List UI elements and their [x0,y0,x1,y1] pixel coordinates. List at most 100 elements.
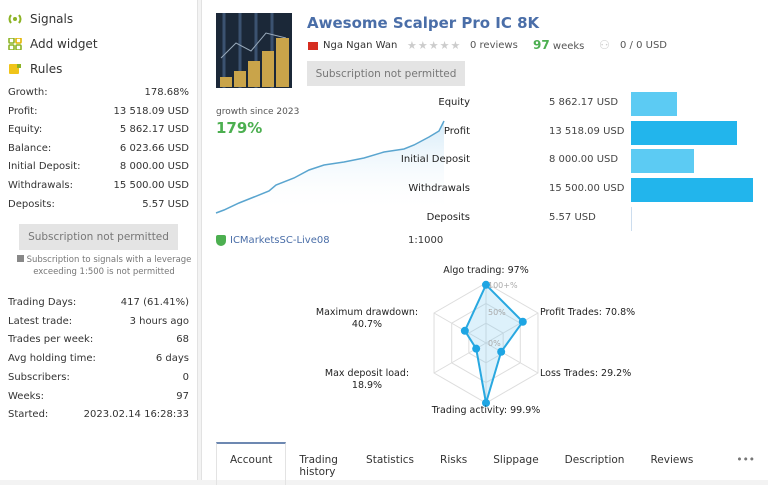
more-tabs-button[interactable]: ••• [736,454,755,466]
signal-title[interactable]: Awesome Scalper Pro IC 8K [307,14,540,32]
author[interactable]: Nga Ngan Wan [308,40,397,51]
server[interactable]: ICMarketsSC-Live08 [216,235,330,246]
growth-line [215,120,445,214]
stat-label: Deposits: [8,198,55,210]
stat-row: Equity: 5 862.17 USD [8,123,189,137]
bar [631,149,694,174]
radar-label-value: 40.7% [351,319,383,330]
stat-label: Weeks: [8,390,44,402]
bar-value: 5 862.17 USD [549,97,619,108]
growth-value: 179% [216,119,263,137]
growth-label: growth since 2023 [216,107,300,117]
stat-value: 178.68% [144,87,190,98]
bar-label: Equity [438,97,470,108]
subscribers-icon: ⚇ [599,38,610,52]
growth-chart [215,120,445,214]
tab-reviews[interactable]: Reviews [650,454,694,466]
stat-label: Latest trade: [8,315,73,327]
stat-value: 6 days [155,353,189,365]
tab-risks[interactable]: Risks [440,454,468,466]
radar-label: Algo trading: 97% [406,265,566,277]
vietnam-flag-icon [308,41,318,50]
tab-account[interactable]: Account [216,442,287,485]
rules-icon [9,64,21,74]
stat-row: Withdrawals: 15 500.00 USD [8,179,189,193]
stat-label: Withdrawals: [8,180,73,191]
radar-label-title: Trading activity: 99.9% [431,405,541,416]
radar-label: Profit Trades: 70.8% [540,307,635,319]
nav-add-widget[interactable]: Add widget [8,37,98,51]
radar-label-title: Maximum drawdown: [315,307,419,318]
stat-label: Initial Deposit: [8,161,81,173]
radar-label-title: Profit Trades: 70.8% [540,307,636,318]
stat-row: Subscribers: 0 [8,371,189,385]
stat-row: Initial Deposit: 8 000.00 USD [8,160,189,174]
stat-row: Started: 2023.02.14 16:28:33 [8,408,189,422]
tab-trading-history[interactable]: Trading history [299,454,338,478]
balance-bar-row: Profit 13 518.09 USD [440,120,740,145]
stat-label: Started: [8,409,49,421]
weeks: 97 weeks [533,38,585,52]
tab-bar: Account Trading history Statistics Risks… [216,442,768,485]
stat-row: Weeks: 97 [8,390,189,404]
nav-signals[interactable]: Signals [8,12,73,26]
stat-row: Avg holding time: 6 days [8,352,189,366]
nav-rules[interactable]: Rules [8,62,62,76]
stat-row: Balance: 6 023.66 USD [8,142,189,156]
stat-row: Trading Days: 417 (61.41%) [8,296,189,310]
stat-value: 5 862.17 USD [119,124,189,136]
stat-value: 6 023.66 USD [119,142,189,154]
radar-label: Loss Trades: 29.2% [540,368,631,380]
stat-value: 3 hours ago [129,315,189,327]
subscribe-button[interactable]: Subscription not permitted [307,61,465,86]
stat-row: Growth: 178.68% [8,86,189,100]
sidebar: Signals Add widget Rules Growth: 178.68% P… [0,0,198,480]
stat-label: Growth: [8,87,48,98]
info-icon [16,255,24,262]
stat-row: Latest trade: 3 hours ago [8,315,189,329]
stat-value: 417 (61.41%) [120,297,189,308]
radar-label-title: Algo trading: 97% [443,265,529,276]
bar-value: 8 000.00 USD [549,154,619,166]
leverage-note: Subscription to signals with a leverage … [14,254,194,278]
balance-bar-row: Withdrawals 15 500.00 USD [408,178,753,203]
subscribe-button-sidebar[interactable]: Subscription not permitted [19,224,178,250]
radar-label-title: Max deposit load: [324,368,410,379]
stat-value: 8 000.00 USD [119,161,189,173]
balance-bar-row: Deposits 5.57 USD [427,206,740,231]
stat-value: 5.57 USD [142,198,189,210]
tab-description[interactable]: Description [564,454,625,466]
stat-value: 97 [176,390,189,402]
rating-stars: ★★★★★ [407,39,462,52]
stat-value: 2023.02.14 16:28:33 [83,409,189,421]
radar-label-title: Loss Trades: 29.2% [540,368,632,379]
balance-bar-row: Initial Deposit 8 000.00 USD [401,149,740,174]
stat-value: 0 [182,371,189,383]
leverage: 1:1000 [408,235,444,246]
stat-label: Balance: [8,142,52,154]
growth-area [216,121,444,213]
tab-statistics[interactable]: Statistics [366,454,415,466]
tab-slippage[interactable]: Slippage [493,454,539,466]
balance-bar-row: Equity 5 862.17 USD [438,92,740,116]
bar-value: 5.57 USD [549,211,596,223]
bar [631,120,738,145]
stat-value: 15 500.00 USD [113,180,189,191]
bar-value: 13 518.09 USD [549,125,625,137]
bar [631,92,678,116]
stat-row: Deposits: 5.57 USD [8,198,189,212]
stat-label: Profit: [8,105,38,117]
bar [631,178,753,203]
shield-check-icon [216,235,226,246]
signal-icon [8,14,22,24]
stat-label: Subscribers: [8,371,70,383]
bar-label: Profit [443,125,470,137]
bar [631,206,632,231]
stat-label: Trading Days: [8,297,77,308]
stat-label: Trades per week: [8,334,94,346]
reviews-link[interactable]: 0 reviews [470,40,518,51]
widget-icon [8,38,22,50]
radar-label-value: 18.9% [351,380,383,391]
radar-label: Trading activity: 99.9% [406,405,566,417]
radar-label: Maximum drawdown: 40.7% [302,307,432,331]
